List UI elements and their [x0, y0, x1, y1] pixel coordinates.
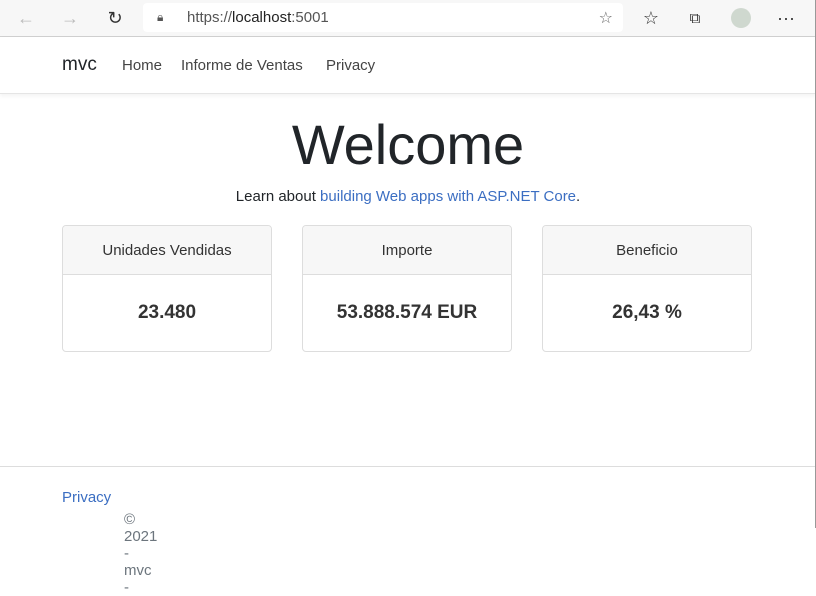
footer: © 2021 - mvc - Privacy — [0, 466, 816, 596]
address-bar[interactable]: 🔒︎ https://localhost:5001 ☆ — [143, 3, 623, 32]
nav-privacy[interactable]: Privacy — [326, 57, 376, 74]
profile-avatar[interactable] — [727, 5, 755, 31]
collections-icon[interactable]: ⧉ — [689, 9, 701, 27]
favorites-icon[interactable]: ☆ — [642, 7, 660, 28]
lead-text: Learn about building Web apps with ASP.N… — [0, 188, 816, 205]
url-host: localhost — [232, 9, 292, 26]
page-title: Welcome — [291, 113, 525, 176]
back-button[interactable]: ← — [17, 7, 35, 28]
url-port: :5001 — [291, 9, 329, 26]
lead-suffix: . — [576, 188, 581, 205]
site-navbar: mvc Home Informe de Ventas Privacy — [0, 37, 816, 94]
card-header: Beneficio — [543, 226, 751, 275]
forward-button[interactable]: → — [61, 7, 79, 28]
add-favorite-icon[interactable]: ☆ — [598, 9, 613, 27]
footer-text: © 2021 - mvc - — [124, 511, 158, 596]
nav-home[interactable]: Home — [122, 57, 163, 74]
more-menu-button[interactable]: ··· — [777, 7, 795, 28]
card-value: 53.888.574 EUR — [336, 302, 478, 323]
docs-link[interactable]: building Web apps with ASP.NET Core — [320, 188, 577, 205]
lead-prefix: Learn about — [235, 188, 321, 205]
card-header: Unidades Vendidas — [63, 226, 271, 275]
card-header: Importe — [303, 226, 511, 275]
card-beneficio: Beneficio 26,43 % — [542, 225, 752, 352]
card-value: 23.480 — [137, 302, 197, 323]
card-unidades-vendidas: Unidades Vendidas 23.480 — [62, 225, 272, 352]
nav-informe-de-ventas[interactable]: Informe de Ventas — [181, 57, 303, 74]
brand-link[interactable]: mvc — [62, 54, 97, 75]
card-value: 26,43 % — [612, 302, 682, 323]
lock-icon: 🔒︎ — [157, 10, 164, 24]
footer-privacy-link[interactable]: Privacy — [62, 489, 112, 506]
url-scheme: https:// — [187, 9, 233, 26]
reload-button[interactable]: ↻ — [107, 7, 123, 28]
card-importe: Importe 53.888.574 EUR — [302, 225, 512, 352]
browser-toolbar: ← → ↻ 🔒︎ https://localhost:5001 ☆ ☆ ⧉ ··… — [0, 0, 816, 37]
